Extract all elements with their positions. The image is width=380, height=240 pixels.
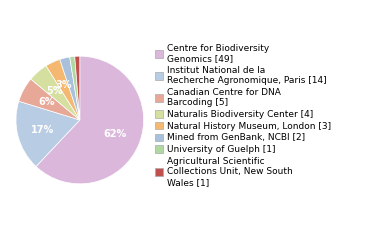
Text: 62%: 62%	[104, 129, 127, 139]
Text: 6%: 6%	[38, 97, 54, 107]
Wedge shape	[70, 56, 80, 120]
Text: 17%: 17%	[31, 125, 54, 135]
Text: 5%: 5%	[46, 86, 63, 96]
Wedge shape	[31, 66, 80, 120]
Wedge shape	[46, 59, 80, 120]
Wedge shape	[75, 56, 80, 120]
Text: 3%: 3%	[55, 80, 72, 90]
Wedge shape	[36, 56, 144, 184]
Wedge shape	[19, 79, 80, 120]
Wedge shape	[60, 57, 80, 120]
Legend: Centre for Biodiversity
Genomics [49], Institut National de la
Recherche Agronom: Centre for Biodiversity Genomics [49], I…	[153, 42, 332, 188]
Wedge shape	[16, 101, 80, 167]
